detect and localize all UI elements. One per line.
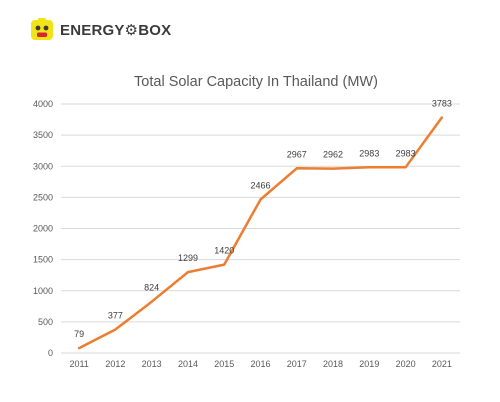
series-line <box>77 116 444 350</box>
data-label: 79 <box>74 329 84 339</box>
x-tick-label: 2017 <box>287 359 307 369</box>
x-tick-label: 2014 <box>178 359 198 369</box>
x-tick-label: 2018 <box>323 359 343 369</box>
data-label: 824 <box>144 283 159 293</box>
y-tick-label: 2000 <box>33 224 53 234</box>
brand-logo: ENERGY⚙BOX <box>30 18 171 42</box>
x-tick-label: 2016 <box>250 359 270 369</box>
y-tick-label: 4000 <box>33 99 53 109</box>
data-labels: 79 377 824 1299 1420 2466 2967 2962 2983 2983 3783 <box>74 99 452 340</box>
data-label: 377 <box>108 311 123 321</box>
y-axis-ticks: 0 500 1000 1500 2000 2500 3000 3500 4000 <box>33 99 53 358</box>
energybox-battery-face-icon <box>31 18 53 40</box>
data-label: 1299 <box>178 253 198 263</box>
x-tick-label: 2012 <box>105 359 125 369</box>
data-label: 3783 <box>432 99 452 109</box>
y-tick-label: 2500 <box>33 192 53 202</box>
data-label: 2962 <box>323 150 343 160</box>
y-tick-label: 500 <box>38 317 53 327</box>
x-tick-label: 2011 <box>69 359 88 369</box>
x-tick-label: 2020 <box>396 359 416 369</box>
x-tick-label: 2015 <box>214 359 234 369</box>
data-label: 1420 <box>214 246 234 256</box>
x-tick-label: 2013 <box>142 359 162 369</box>
data-label: 2466 <box>250 180 270 190</box>
y-tick-label: 1500 <box>33 255 53 265</box>
data-label: 2983 <box>396 148 416 158</box>
x-axis-ticks: 2011 2012 2013 2014 2015 2016 2017 2018 2019 2020… <box>69 359 451 369</box>
y-tick-label: 3000 <box>33 161 53 171</box>
y-tick-label: 1000 <box>33 286 53 296</box>
chart-title: Total Solar Capacity In Thailand (MW) <box>134 74 378 90</box>
gridlines <box>61 103 460 354</box>
data-label: 2967 <box>287 149 307 159</box>
y-tick-label: 3500 <box>33 130 53 140</box>
y-tick-label: 0 <box>48 348 53 358</box>
x-tick-label: 2021 <box>432 359 452 369</box>
brand-name: ENERGY⚙BOX <box>60 22 172 39</box>
x-tick-label: 2019 <box>359 359 379 369</box>
data-label: 2983 <box>359 148 379 158</box>
